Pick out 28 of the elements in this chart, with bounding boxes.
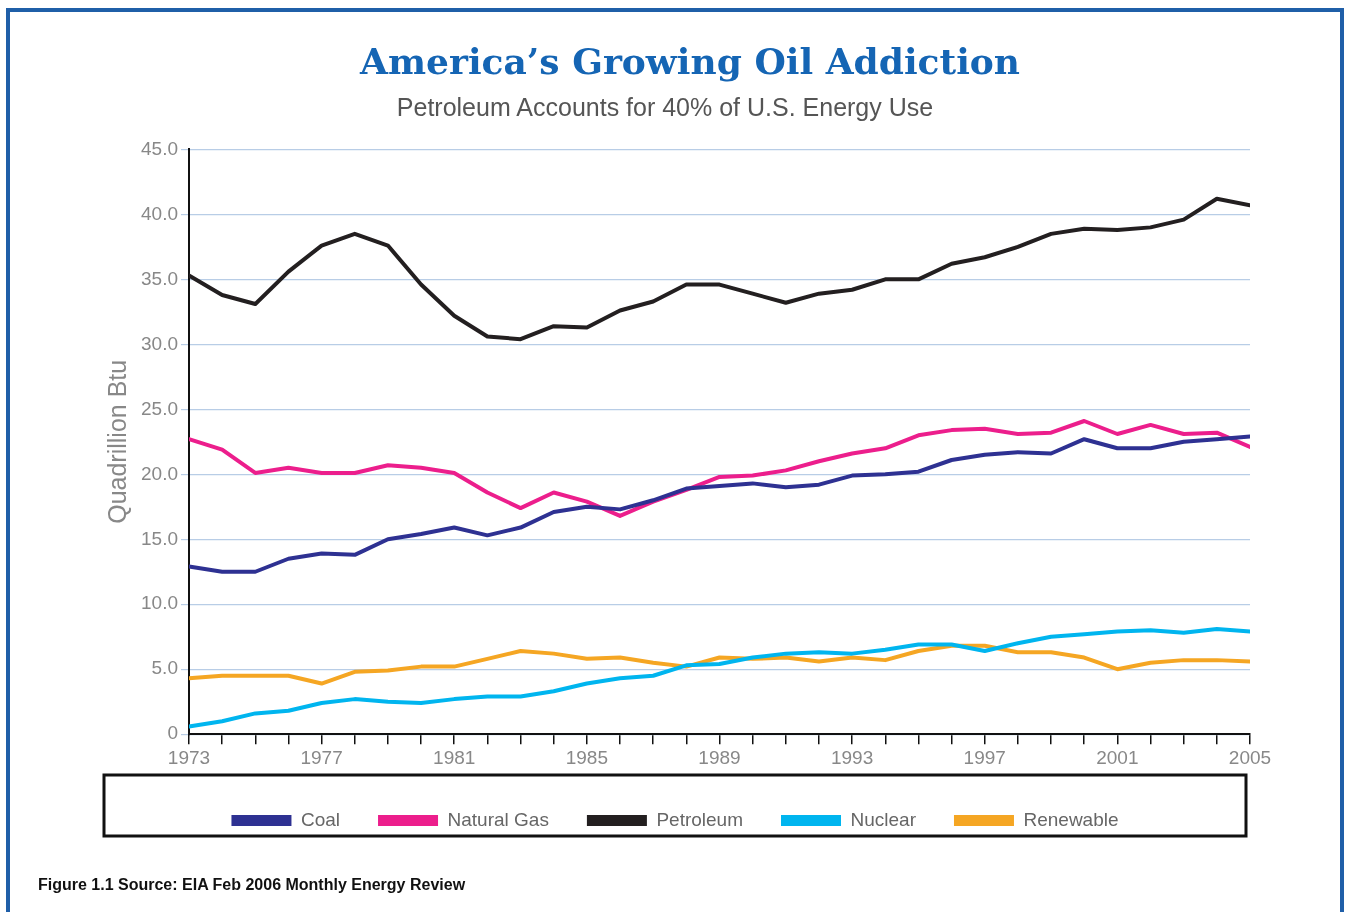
y-axis-title: Quadrillion Btu	[102, 359, 131, 524]
y-tick-label: 35.0	[141, 267, 178, 289]
y-tick-label: 40.0	[141, 202, 178, 224]
x-tick-label: 2001	[1096, 746, 1139, 768]
y-tick-label: 45.0	[141, 137, 178, 159]
x-tick-label: 1989	[698, 746, 741, 768]
x-tick-label: 1997	[963, 746, 1006, 768]
x-tick-label: 1981	[433, 746, 476, 768]
x-tick-label: 1985	[565, 746, 608, 768]
x-tick-label: 1993	[830, 746, 874, 768]
chart-title: America’s Growing Oil Addiction	[358, 40, 1021, 82]
y-tick-label: 25.0	[141, 397, 178, 419]
legend-label: Nuclear	[850, 808, 917, 830]
y-tick-label: 0	[167, 722, 178, 744]
legend-label: Coal	[300, 808, 341, 830]
legend-label: Petroleum	[656, 808, 744, 830]
x-tick-label: 2005	[1228, 746, 1272, 768]
y-tick-label: 10.0	[141, 592, 178, 614]
y-tick-label: 15.0	[141, 527, 178, 549]
chart-subtitle: Petroleum Accounts for 40% of U.S. Energy Use	[395, 93, 935, 122]
caption: Figure 1.1 Source: EIA Feb 2006 Monthly Energy Review	[38, 876, 466, 894]
y-tick-label: 5.0	[151, 657, 178, 679]
legend-label: Renewable	[1023, 808, 1119, 830]
y-tick-label: 20.0	[141, 462, 178, 484]
x-tick-label: 1973	[167, 746, 211, 768]
x-tick-label: 1977	[300, 746, 343, 768]
y-tick-label: 30.0	[141, 332, 178, 354]
legend-label: Natural Gas	[447, 808, 549, 830]
